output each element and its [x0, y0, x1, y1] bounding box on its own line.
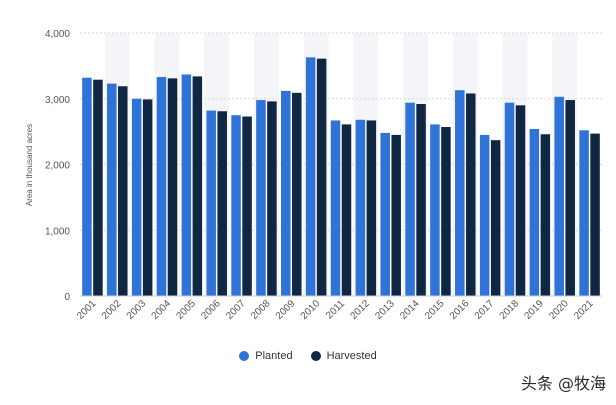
bar-planted-2002	[107, 83, 117, 296]
bar-planted-2006	[206, 110, 216, 297]
x-tick-label: 2021	[572, 298, 596, 322]
bar-harvested-2021	[590, 133, 600, 296]
x-tick-label: 2019	[522, 298, 546, 322]
bar-planted-2018	[504, 102, 515, 296]
bar-harvested-2003	[142, 99, 153, 296]
bar-harvested-2018	[515, 105, 526, 296]
x-tick-label: 2005	[174, 298, 198, 322]
y-tick-label: 3,000	[45, 95, 70, 106]
x-tick-label: 2003	[125, 298, 149, 322]
legend-item-planted[interactable]: Planted	[239, 350, 293, 362]
legend-marker-planted	[239, 351, 250, 361]
bar-planted-2020	[554, 96, 564, 296]
bar-planted-2008	[256, 100, 266, 296]
bar-planted-2003	[131, 98, 142, 296]
legend: Planted Harvested	[0, 350, 616, 362]
x-tick-label: 2017	[473, 298, 497, 322]
x-tick-label: 2001	[75, 298, 99, 322]
bar-harvested-2006	[217, 111, 227, 297]
bar-harvested-2008	[267, 101, 277, 296]
bar-harvested-2014	[416, 104, 426, 296]
x-tick-label: 2006	[199, 298, 223, 322]
bar-planted-2005	[181, 74, 192, 296]
x-tick-label: 2010	[299, 298, 323, 322]
y-tick-label: 0	[64, 292, 70, 303]
bar-harvested-2013	[391, 134, 401, 296]
bar-planted-2004	[156, 77, 167, 297]
x-tick-label: 2009	[274, 298, 298, 322]
bar-harvested-2016	[466, 93, 476, 297]
bar-planted-2021	[579, 130, 589, 296]
x-tick-label: 2020	[547, 298, 571, 322]
x-tick-label: 2011	[324, 298, 347, 321]
y-tick-label: 1,000	[45, 226, 70, 237]
bar-planted-2012	[355, 119, 366, 296]
watermark: 头条 @牧海	[520, 374, 606, 393]
bar-planted-2016	[455, 90, 465, 296]
bar-harvested-2001	[93, 79, 103, 297]
bar-harvested-2011	[341, 124, 352, 296]
legend-marker-harvested	[310, 351, 321, 361]
x-tick-label: 2012	[348, 298, 372, 322]
bar-planted-2014	[405, 102, 415, 296]
bar-planted-2013	[380, 132, 390, 296]
bar-planted-2007	[231, 115, 241, 296]
bar-planted-2015	[430, 124, 440, 296]
bar-harvested-2009	[292, 92, 302, 297]
y-tick-label: 2,000	[45, 161, 70, 172]
x-tick-label: 2007	[224, 298, 248, 322]
bar-planted-2019	[529, 128, 540, 296]
x-tick-label: 2002	[100, 298, 124, 322]
bar-harvested-2002	[118, 86, 128, 296]
x-tick-label: 2013	[373, 298, 397, 322]
bar-planted-2009	[281, 90, 291, 296]
bar-harvested-2007	[242, 116, 252, 296]
x-tick-label: 2018	[498, 298, 522, 322]
legend-label-planted: Planted	[255, 350, 293, 362]
bar-planted-2011	[330, 120, 341, 296]
bar-harvested-2012	[366, 120, 377, 296]
bar-planted-2010	[305, 57, 316, 296]
bar-harvested-2005	[192, 76, 203, 297]
y-axis-label: Area in thousand acres	[25, 124, 34, 206]
x-tick-label: 2015	[423, 298, 447, 322]
bar-planted-2017	[479, 134, 490, 296]
bar-harvested-2004	[167, 78, 178, 297]
y-tick-label: 4,000	[45, 29, 70, 40]
bar-harvested-2020	[565, 100, 575, 296]
bar-harvested-2019	[540, 134, 551, 296]
x-tick-label: 2014	[398, 298, 422, 322]
x-tick-label: 2008	[249, 298, 273, 322]
x-tick-label: 2004	[150, 298, 174, 322]
legend-item-harvested[interactable]: Harvested	[310, 350, 377, 362]
bar-harvested-2010	[316, 58, 327, 296]
bar-harvested-2015	[441, 127, 451, 297]
x-tick-label: 2016	[448, 298, 472, 322]
legend-label-harvested: Harvested	[326, 350, 377, 362]
bar-harvested-2017	[490, 140, 501, 296]
bar-planted-2001	[82, 77, 92, 297]
